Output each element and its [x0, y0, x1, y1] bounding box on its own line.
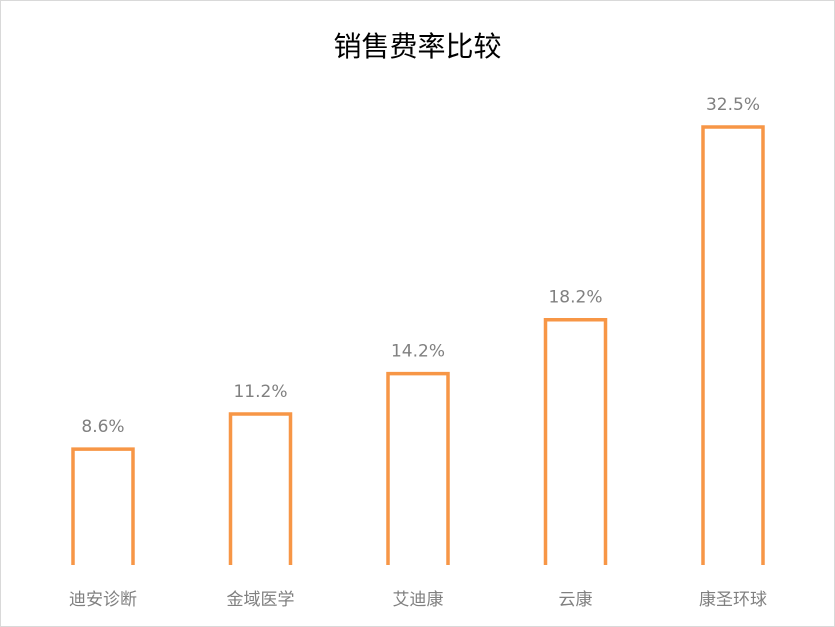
- data-label-4: 32.5%: [706, 95, 760, 115]
- data-label-3: 18.2%: [548, 288, 602, 308]
- data-label-1: 11.2%: [233, 382, 287, 402]
- category-label-3: 云康: [559, 590, 593, 610]
- category-label-1: 金域医学: [227, 590, 295, 610]
- bar-0: [71, 447, 135, 565]
- data-label-0: 8.6%: [81, 417, 124, 437]
- category-label-0: 迪安诊断: [69, 590, 137, 610]
- category-label-4: 康圣环球: [699, 590, 767, 610]
- category-label-2: 艾迪康: [393, 590, 444, 610]
- bar-4: [701, 125, 765, 565]
- bar-1: [228, 412, 293, 565]
- bar-3: [543, 317, 608, 565]
- bar-2: [386, 371, 450, 565]
- chart-title: 销售费率比较: [333, 30, 502, 63]
- data-label-2: 14.2%: [391, 342, 445, 362]
